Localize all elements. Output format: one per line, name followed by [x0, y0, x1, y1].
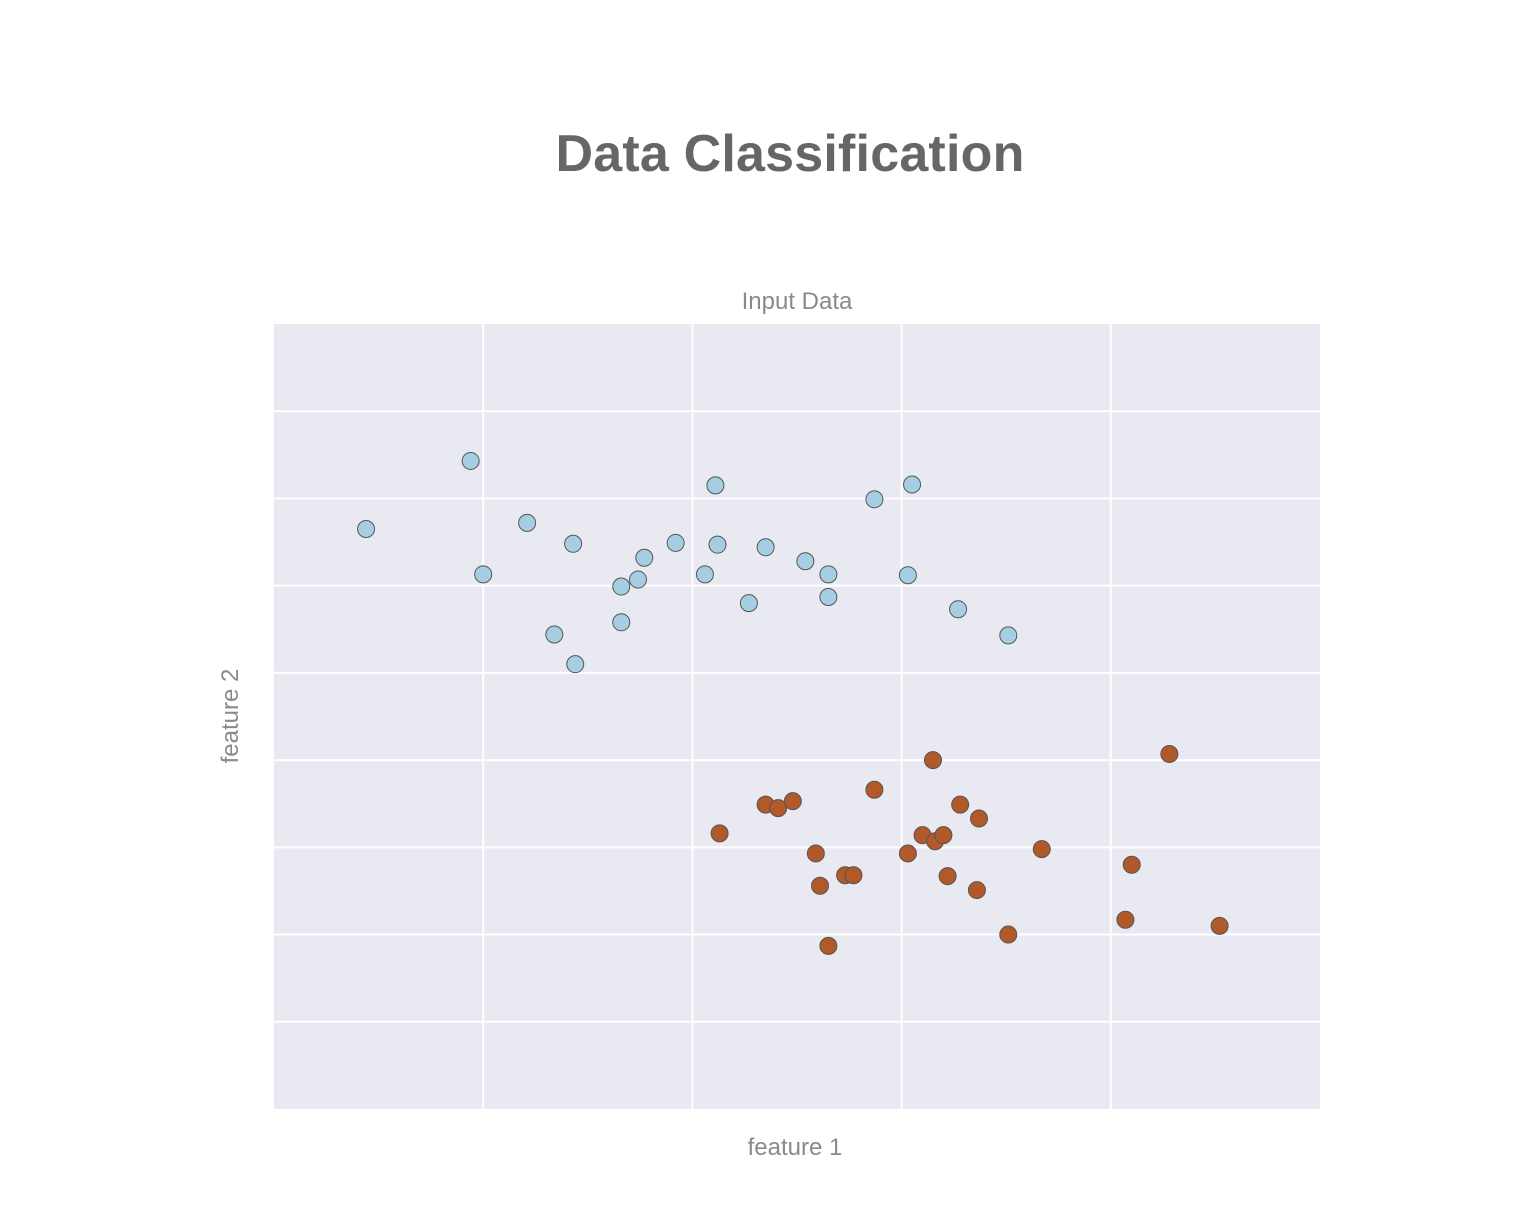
data-point-class-1: [783, 792, 802, 811]
data-point-class-0: [461, 451, 480, 470]
data-point-class-0: [666, 533, 685, 552]
data-point-class-1: [970, 809, 989, 828]
data-point-class-1: [967, 881, 986, 900]
data-point-class-1: [999, 925, 1018, 944]
data-point-class-1: [1032, 840, 1051, 859]
data-point-class-0: [612, 613, 631, 632]
data-point-class-0: [739, 594, 758, 613]
series-class-0: [357, 451, 1018, 674]
data-point-class-0: [357, 519, 376, 538]
data-point-class-1: [1210, 916, 1229, 935]
series-class-1: [710, 745, 1229, 955]
data-point-class-0: [865, 490, 884, 509]
chart-title: Input Data: [742, 288, 853, 315]
data-point-class-0: [545, 625, 564, 644]
data-point-class-1: [1160, 745, 1179, 764]
data-point-class-0: [819, 588, 838, 607]
data-point-class-0: [708, 535, 727, 554]
data-point-class-0: [635, 548, 654, 567]
data-point-class-1: [1116, 910, 1135, 929]
data-point-class-0: [612, 577, 631, 596]
data-point-class-0: [819, 565, 838, 584]
data-point-class-1: [934, 826, 953, 845]
data-point-class-1: [819, 936, 838, 955]
data-point-class-0: [999, 626, 1018, 645]
data-point-class-1: [951, 795, 970, 814]
data-point-class-0: [695, 565, 714, 584]
y-axis-label: feature 2: [217, 669, 244, 764]
x-axis-label: feature 1: [748, 1134, 843, 1161]
data-point-class-0: [903, 475, 922, 494]
data-point-class-1: [938, 867, 957, 886]
data-point-class-0: [474, 565, 493, 584]
data-point-class-0: [949, 600, 968, 619]
page-title: Data Classification: [555, 125, 1025, 183]
data-point-class-0: [564, 534, 583, 553]
grid-lines: [274, 324, 1320, 1109]
data-point-class-0: [566, 655, 585, 674]
data-point-class-1: [806, 844, 825, 863]
data-point-class-0: [756, 538, 775, 557]
data-point-class-1: [769, 799, 788, 818]
data-point-class-1: [923, 751, 942, 770]
data-point-class-1: [865, 780, 884, 799]
data-point-class-1: [1122, 855, 1141, 874]
data-point-class-1: [844, 866, 863, 885]
data-point-class-1: [710, 824, 729, 843]
data-point-class-0: [518, 513, 537, 532]
data-point-class-0: [629, 570, 648, 589]
data-point-class-1: [811, 876, 830, 895]
data-point-class-0: [796, 552, 815, 571]
data-point-class-1: [898, 844, 917, 863]
plot-area: [274, 324, 1320, 1109]
data-point-class-0: [706, 476, 725, 495]
data-point-class-0: [898, 566, 917, 585]
